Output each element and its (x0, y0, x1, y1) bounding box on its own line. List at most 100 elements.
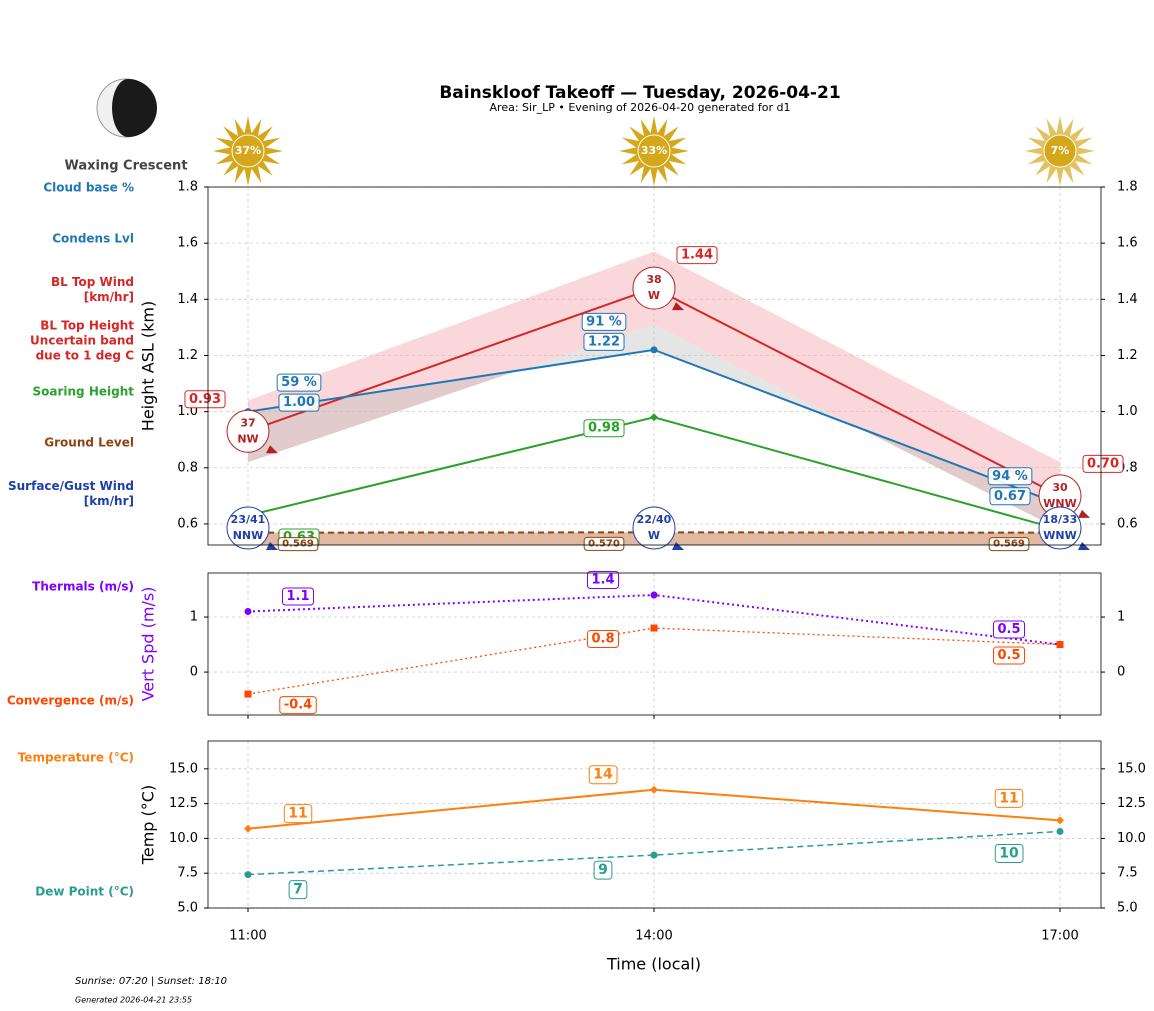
value-label: 0.8 (586, 630, 620, 649)
x-axis-label: Time (local) (606, 955, 701, 974)
value-label-text: 59 % (281, 375, 317, 390)
value-label: 1.22 (583, 332, 625, 351)
value-label: 0.5 (992, 620, 1026, 639)
sun-core (1043, 134, 1077, 168)
value-label-box (283, 804, 313, 824)
y-tick-label: 1 (190, 610, 198, 625)
wind-speed: 37 (240, 416, 255, 429)
value-label-text: 11 (288, 806, 307, 822)
wind-arrow (266, 542, 278, 550)
y-axis-label: Temp (°C) (139, 785, 158, 865)
point (650, 624, 658, 632)
wind-dir: W (648, 289, 660, 302)
value-label-text: 0.570 (588, 538, 620, 549)
value-label: 1.44 (676, 246, 718, 265)
value-label: 91 % (581, 312, 627, 331)
moon-phase: Waxing Crescent (64, 159, 187, 174)
value-label: 1.4 (586, 571, 620, 590)
y2-tick-label: 0.6 (1117, 516, 1138, 531)
value-label-text: 94 % (992, 469, 1028, 484)
y2-tick-label: 7.5 (1117, 866, 1138, 881)
value-label-box (988, 537, 1030, 552)
value-label: 0.70 (1082, 454, 1124, 473)
value-label: 0.98 (583, 419, 625, 438)
sun-label: 37% (235, 144, 261, 157)
wind-circle (632, 266, 676, 310)
value-label-text: 1.00 (283, 395, 315, 410)
side-label: BL Top Height Uncertain band due to 1 de… (30, 318, 134, 363)
value-label-text: 0.569 (993, 539, 1025, 550)
y-tick-label: 15.0 (169, 761, 198, 776)
wind-speed: 22/40 (637, 513, 672, 526)
value-label-box (581, 312, 627, 331)
side-label: Surface/Gust Wind [km/hr] (8, 479, 134, 508)
value-label-text: 7 (293, 882, 303, 898)
value-label-text: 14 (593, 767, 613, 783)
y-tick-label: 1.4 (177, 292, 198, 307)
y2-tick-label: 10.0 (1117, 831, 1146, 846)
x-tick-label: 14:00 (635, 929, 672, 944)
value-label: 1.00 (278, 393, 320, 412)
value-label-text: 10 (999, 845, 1019, 861)
y-tick-label: 7.5 (177, 866, 198, 881)
y-tick-label: 1.8 (177, 180, 198, 195)
y-axis-label: Vert Spd (m/s) (139, 587, 158, 702)
series-line (247, 830, 1061, 876)
y2-tick-label: 0 (1117, 665, 1125, 680)
point (1056, 641, 1064, 649)
value-label-text: 1.1 (286, 589, 309, 604)
value-label: 94 % (987, 467, 1033, 486)
value-label-box (676, 246, 718, 265)
series-line (247, 594, 1061, 646)
point (1056, 816, 1064, 825)
value-label-text: 0.93 (189, 392, 221, 407)
y2-tick-label: 1.4 (1117, 292, 1138, 307)
value-label-box (583, 332, 625, 351)
y2-tick-label: 1.6 (1117, 236, 1138, 251)
point (650, 413, 658, 422)
plot-frame (207, 740, 1102, 909)
side-label: Convergence (m/s) (6, 693, 134, 708)
x-tick-label: 17:00 (1041, 929, 1078, 944)
wind-circle (632, 506, 676, 550)
wind-dir: WNW (1043, 529, 1076, 542)
value-label: 0.67 (989, 487, 1031, 506)
wind-dir: W (648, 529, 660, 542)
wind-speed: 30 (1052, 481, 1068, 494)
value-label: 0.93 (184, 390, 226, 409)
y-tick-label: 10.0 (169, 831, 198, 846)
value-label-box (583, 419, 625, 438)
value-label: 0.569 (988, 537, 1030, 552)
value-label: 0.5 (992, 646, 1026, 665)
side-label: Soaring Height (32, 384, 135, 399)
plot-frame (207, 572, 1102, 716)
side-label: BL Top Wind [km/hr] (50, 275, 134, 304)
moon-shadow (112, 79, 157, 137)
y-tick-label: 1.2 (177, 348, 198, 363)
y2-tick-label: 12.5 (1117, 796, 1146, 811)
value-label-text: 11 (999, 790, 1018, 806)
wind-arrow (1078, 509, 1090, 518)
value-label-box (277, 537, 319, 552)
value-label-box (994, 788, 1024, 808)
value-label-text: 0.67 (994, 489, 1026, 504)
value-label-text: 9 (598, 862, 608, 878)
series-line (247, 627, 1061, 695)
value-label-box (281, 587, 315, 606)
wind-dir: WNW (1043, 497, 1076, 510)
sun-label: 33% (641, 144, 667, 157)
y2-tick-label: 1 (1117, 610, 1125, 625)
value-label-box (184, 390, 226, 409)
value-label-box (992, 620, 1026, 639)
value-label-box (586, 571, 620, 590)
value-label-box (1082, 454, 1124, 473)
side-label: Dew Point (°C) (35, 884, 134, 899)
point (650, 785, 658, 794)
value-label: 14 (588, 765, 618, 785)
value-label-box (278, 393, 320, 412)
value-label-text: 0.569 (282, 539, 314, 550)
value-label: 11 (994, 788, 1024, 808)
side-label: Cloud base % (43, 180, 134, 195)
value-label-box (288, 880, 308, 900)
